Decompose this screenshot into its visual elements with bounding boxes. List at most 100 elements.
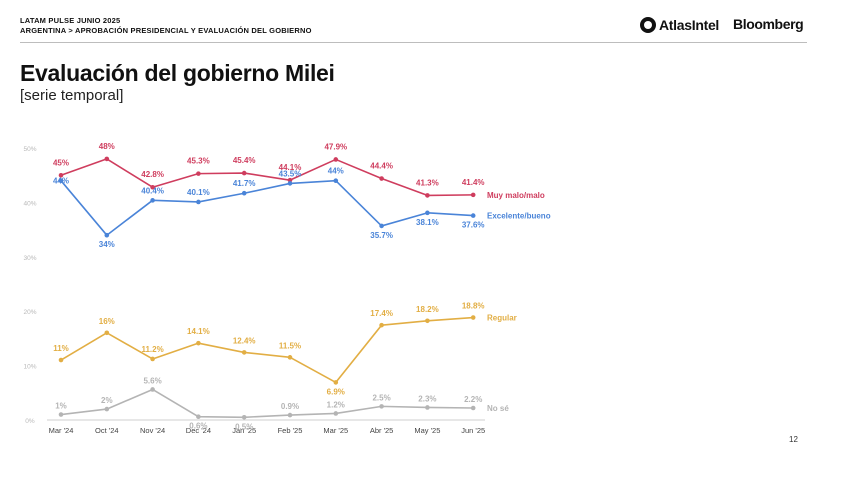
atlasintel-logo: AtlasIntel <box>640 16 719 34</box>
data-point <box>379 223 384 229</box>
page-title: Evaluación del gobierno Milei <box>20 60 335 86</box>
data-label: 0.6% <box>189 422 207 431</box>
y-tick-label: 30% <box>23 255 36 262</box>
data-label: 41.3% <box>416 178 439 187</box>
series-name-label: No sé <box>487 404 509 413</box>
atlasintel-logo-icon <box>640 17 656 33</box>
data-point <box>104 156 110 162</box>
data-label: 44.1% <box>279 163 302 172</box>
data-label: 43.5% <box>279 169 302 178</box>
data-label: 42.8% <box>141 170 164 179</box>
data-point <box>196 340 201 346</box>
data-label: 37.6% <box>462 221 485 230</box>
data-label: 35.7% <box>370 231 393 240</box>
data-label: 1% <box>55 402 67 411</box>
data-label: 18.2% <box>416 305 439 314</box>
data-point <box>287 181 293 186</box>
atlasintel-logo-text: AtlasIntel <box>659 17 720 33</box>
page-number: 12 <box>789 435 798 444</box>
y-tick-label: 0% <box>25 418 35 425</box>
data-point <box>104 406 110 412</box>
x-tick-label: Dec '24 <box>186 426 211 435</box>
data-label: 34% <box>99 240 115 249</box>
data-point <box>196 199 201 205</box>
data-label: 11.5% <box>279 341 301 350</box>
data-point <box>287 412 293 418</box>
data-point <box>58 172 64 178</box>
data-label: 16% <box>99 317 115 326</box>
data-point <box>150 198 155 203</box>
report-series-label: LATAM PULSE JUNIO 2025 <box>20 16 121 25</box>
data-label: 47.9% <box>324 142 347 151</box>
bloomberg-logo: Bloomberg <box>733 16 804 32</box>
data-point <box>150 387 155 392</box>
data-point <box>379 176 384 181</box>
data-label: 44% <box>328 167 344 176</box>
x-tick-label: Feb '25 <box>278 426 303 435</box>
data-point <box>241 190 247 196</box>
data-point <box>58 357 64 363</box>
data-point <box>287 177 293 183</box>
x-tick-label: May '25 <box>414 426 440 435</box>
data-point <box>287 355 293 360</box>
data-point <box>425 210 430 216</box>
x-tick-label: Mar '24 <box>49 426 74 435</box>
series-line <box>60 179 474 236</box>
data-point <box>333 178 339 183</box>
data-label: 2% <box>101 396 113 405</box>
data-label: 11.2% <box>141 345 163 354</box>
series-line <box>60 388 474 419</box>
data-label: 5.6% <box>143 376 161 385</box>
data-label: 6.9% <box>327 387 345 396</box>
data-point <box>333 157 339 162</box>
data-label: 45.3% <box>187 157 210 166</box>
data-point <box>470 213 476 218</box>
data-point <box>150 184 155 190</box>
data-label: 45% <box>53 158 69 167</box>
x-tick-label: Oct '24 <box>95 426 119 435</box>
report-section-breadcrumb: ARGENTINA > APROBACIÓN PRESIDENCIAL Y EV… <box>20 26 312 35</box>
data-label: 12.4% <box>233 336 256 345</box>
x-tick-label: Jan '25 <box>232 426 256 435</box>
data-point <box>150 356 155 362</box>
x-tick-label: Nov '24 <box>140 426 165 435</box>
x-tick-label: Jun '25 <box>461 426 485 435</box>
data-point <box>241 350 247 355</box>
data-label: 41.4% <box>462 178 485 187</box>
x-tick-label: Mar '25 <box>323 426 348 435</box>
data-point <box>379 404 384 409</box>
y-tick-label: 10% <box>23 364 36 371</box>
data-label: 44% <box>53 177 69 186</box>
data-point <box>241 170 247 176</box>
data-label: 41.7% <box>233 179 256 188</box>
data-point <box>379 322 384 328</box>
x-tick-label: Abr '25 <box>370 426 394 435</box>
data-point <box>104 232 110 238</box>
data-label: 44.4% <box>370 162 393 171</box>
data-label: 0.9% <box>281 402 299 411</box>
y-tick-label: 20% <box>23 309 36 316</box>
y-tick-label: 40% <box>23 201 36 208</box>
series-line <box>60 158 474 197</box>
page-subtitle: [serie temporal] <box>20 87 124 104</box>
series-name-label: Regular <box>487 314 517 323</box>
data-point <box>470 315 476 320</box>
series-name-label: Muy malo/malo <box>487 191 545 200</box>
data-point <box>470 405 476 411</box>
data-point <box>241 414 247 420</box>
data-point <box>196 414 201 420</box>
series-line <box>60 316 474 384</box>
data-label: 40.1% <box>187 188 210 197</box>
data-label: 1.2% <box>327 400 345 409</box>
data-label: 40.4% <box>141 186 164 195</box>
data-label: 38.1% <box>416 218 439 227</box>
data-point <box>58 412 64 417</box>
data-label: 11% <box>53 344 69 353</box>
data-label: 45.4% <box>233 156 256 165</box>
data-point <box>333 411 339 416</box>
data-point <box>425 405 430 410</box>
data-point <box>470 192 476 198</box>
data-label: 17.4% <box>370 309 393 318</box>
data-point <box>425 193 430 198</box>
data-label: 18.8% <box>462 302 485 311</box>
